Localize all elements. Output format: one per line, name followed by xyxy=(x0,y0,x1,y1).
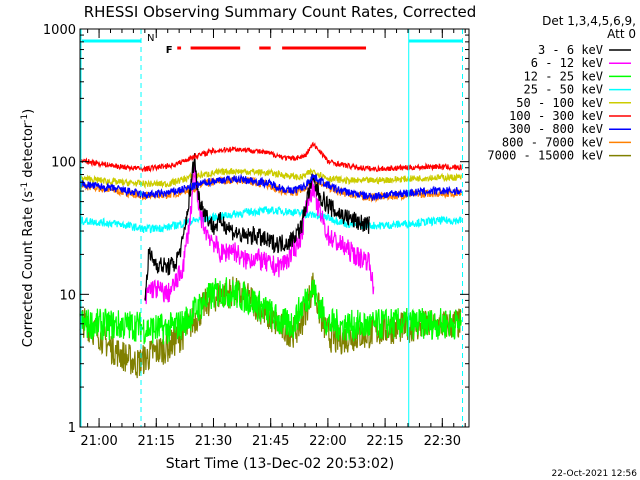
series-12-25-kevline xyxy=(79,277,462,345)
legend-label: 3 - 6 keV xyxy=(538,43,603,57)
y-axis: 1 10 100 1000 xyxy=(43,23,469,436)
series-6-12-kevline xyxy=(144,165,375,305)
y-axis-label-main: Corrected Count Rate (s xyxy=(21,191,36,348)
legend-label: 100 - 300 keV xyxy=(509,109,603,123)
series-300-800-kevline xyxy=(79,173,462,202)
chart-title: RHESSI Observing Summary Count Rates, Co… xyxy=(84,3,477,21)
x-tick-label: 22:30 xyxy=(424,434,461,449)
y-axis-label-sup1: -1 xyxy=(20,182,30,191)
y-tick-label: 10 xyxy=(59,288,76,303)
y-axis-label-mid: detector xyxy=(21,122,36,182)
series-50-100-kevline xyxy=(79,167,462,190)
x-tick-label: 21:00 xyxy=(80,434,117,449)
x-axis: 21:00 21:15 21:30 21:45 22:00 22:15 22:30 xyxy=(80,29,466,449)
series-group xyxy=(79,141,462,379)
legend-header-line2: Att 0 xyxy=(607,27,636,41)
series-100-300-kevline xyxy=(79,141,462,173)
legend-label: 12 - 25 keV xyxy=(524,69,603,83)
legend-label: 800 - 7000 keV xyxy=(502,135,603,149)
y-axis-label-sup2: -1 xyxy=(20,114,30,123)
x-axis-label: Start Time (13-Dec-02 20:53:02) xyxy=(166,456,394,472)
footer-date: 22-Oct-2021 12:56 xyxy=(552,469,638,479)
legend-label: 25 - 50 keV xyxy=(524,83,603,97)
series-25-50-kevline xyxy=(79,206,462,234)
y-axis-label: Corrected Count Rate (s-1 detector-1) xyxy=(20,109,36,347)
legend-label: 50 - 100 keV xyxy=(516,96,603,110)
x-tick-label: 22:15 xyxy=(366,434,403,449)
x-tick-label: 21:30 xyxy=(195,434,232,449)
attenuator-flag-label: N xyxy=(147,33,154,44)
legend-label: 6 - 12 keV xyxy=(531,56,603,70)
legend-header-line1: Det 1,3,4,5,6,9, xyxy=(542,14,636,28)
x-tick-label: 22:00 xyxy=(309,434,346,449)
series-3-6-kevline xyxy=(144,153,371,301)
legend-label: 300 - 800 keV xyxy=(509,122,603,136)
x-tick-label: 21:15 xyxy=(138,434,175,449)
legend-label: 7000 - 15000 keV xyxy=(487,149,603,163)
flare-flag-label: F xyxy=(166,45,173,56)
y-tick-label: 1 xyxy=(68,421,76,436)
y-tick-label: 1000 xyxy=(43,23,76,38)
x-tick-label: 21:45 xyxy=(252,434,289,449)
overlay-group: NF xyxy=(80,29,464,427)
y-tick-label: 100 xyxy=(51,156,76,171)
y-axis-label-end: ) xyxy=(21,109,36,114)
plot-frame xyxy=(79,28,470,428)
